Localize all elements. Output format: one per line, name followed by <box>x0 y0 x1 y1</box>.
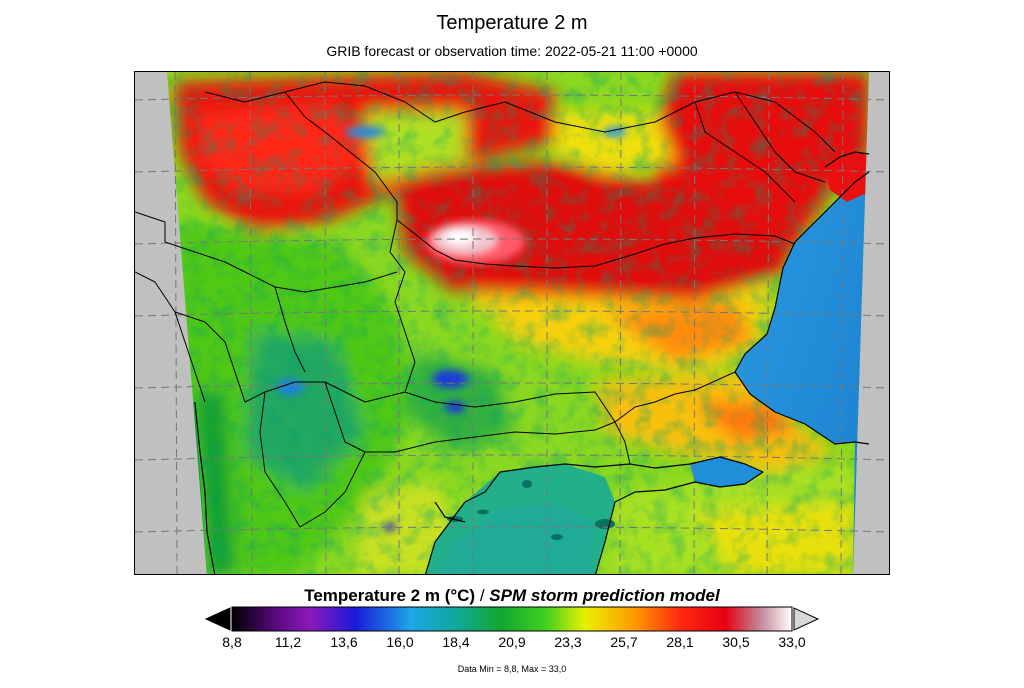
scale-tick-label: 8,8 <box>222 634 242 650</box>
color-scale-bar <box>204 606 820 632</box>
coastlines <box>194 151 870 574</box>
chart-title: Temperature 2 m <box>436 12 588 34</box>
scale-gradient <box>231 606 793 632</box>
legend-separator: / <box>475 586 490 605</box>
scale-min-arrow-icon <box>204 607 231 631</box>
legend-parameter: Temperature 2 m (°C) <box>304 586 476 605</box>
legend-model-name: SPM storm prediction model <box>489 586 720 605</box>
scale-tick-label: 28,1 <box>666 634 694 650</box>
black-sea <box>735 172 869 574</box>
scale-tick-label: 30,5 <box>722 634 750 650</box>
temperature-map <box>135 72 889 574</box>
lat-lon-grid <box>135 72 889 574</box>
scale-tick-label: 16,0 <box>386 634 414 650</box>
scale-tick-label: 11,2 <box>274 634 302 650</box>
scale-tick-label: 23,3 <box>554 634 582 650</box>
scale-tick-label: 20,9 <box>498 634 526 650</box>
forecast-time-subtitle: GRIB forecast or observation time: 2022-… <box>326 43 698 59</box>
data-range-note: Data Min = 8,8, Max = 33,0 <box>457 664 567 674</box>
scale-tick-label: 33,0 <box>778 634 806 650</box>
scale-tick-label: 13,6 <box>330 634 358 650</box>
scale-tick-label: 25,7 <box>610 634 638 650</box>
country-borders <box>135 81 836 528</box>
legend-title: Temperature 2 m (°C) / SPM storm predict… <box>0 586 1024 606</box>
scale-max-arrow-icon <box>793 607 820 631</box>
map-panel <box>134 71 890 575</box>
temperature-field <box>167 72 869 574</box>
scale-tick-label: 18,4 <box>442 634 470 650</box>
